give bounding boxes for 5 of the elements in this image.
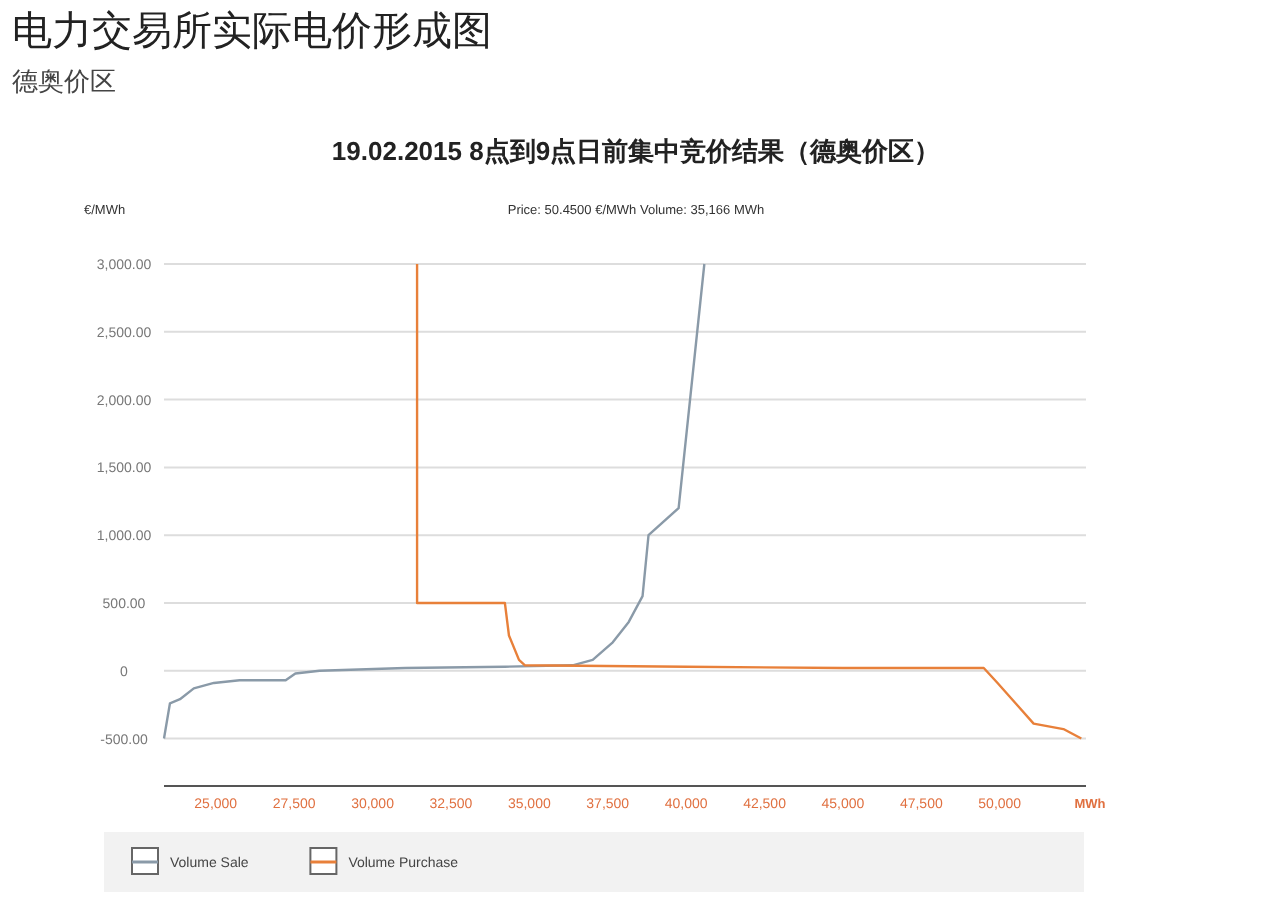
chart-title: 电力交易所实际电价形成图 — [12, 10, 492, 54]
text: 19.02.2015 8点到9点日前集中竞价结果（德奥价区） — [331, 136, 941, 166]
chart-subtitle: 德奥价区 — [12, 66, 116, 96]
line-series — [162, 262, 706, 740]
line-series — [415, 262, 1083, 740]
